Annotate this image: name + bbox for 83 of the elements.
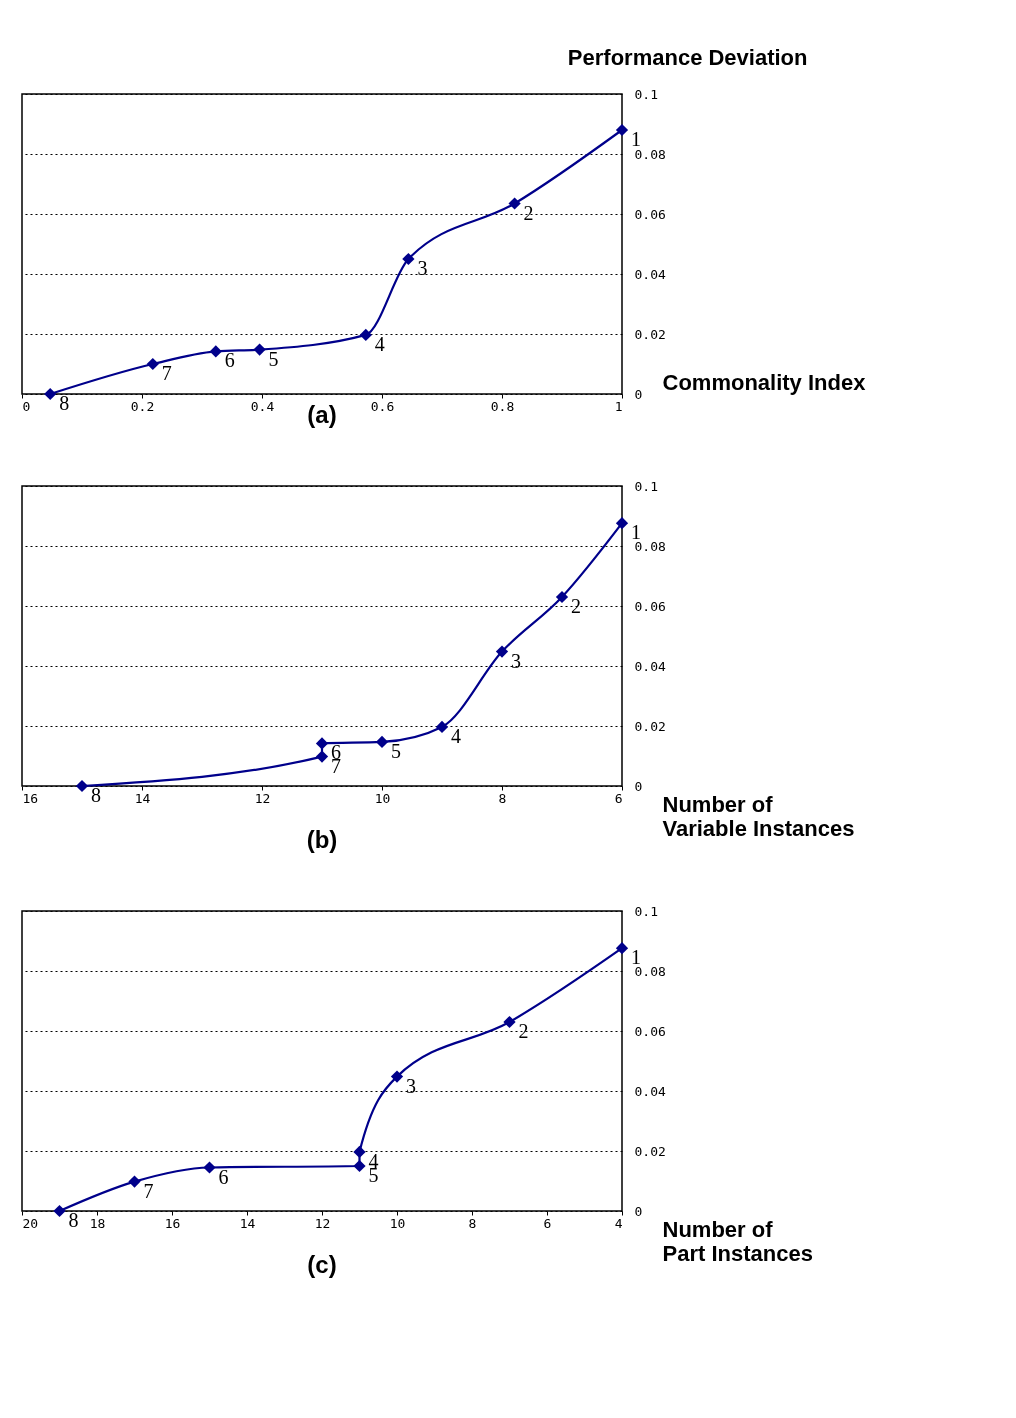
y-tick-label: 0.1 bbox=[634, 86, 658, 102]
annotation: 2 bbox=[571, 595, 581, 617]
x-tick-label: 16 bbox=[22, 790, 39, 806]
x-tick-label: 4 bbox=[614, 1215, 623, 1231]
point bbox=[390, 1070, 404, 1083]
x-tick-label: 0.2 bbox=[130, 398, 155, 414]
point bbox=[503, 1015, 516, 1029]
annotation: 6 bbox=[218, 1165, 229, 1188]
annotation: 5 bbox=[268, 347, 279, 370]
x-tick-label: 8 bbox=[468, 1215, 477, 1231]
x-tick-label: 1 bbox=[614, 398, 623, 414]
y-tick-label: 0.08 bbox=[634, 538, 666, 554]
text: (b) bbox=[306, 826, 338, 853]
point bbox=[315, 737, 329, 750]
annotation: 2 bbox=[518, 1020, 529, 1042]
y-tick-label: 0.06 bbox=[634, 206, 666, 222]
y-tick-label: 0.1 bbox=[634, 903, 658, 919]
x-tick-label: 14 bbox=[239, 1215, 256, 1231]
point bbox=[128, 1175, 141, 1188]
annotation: 7 bbox=[161, 362, 172, 384]
y-tick-label: 0.04 bbox=[634, 266, 666, 282]
x-tick-label: 12 bbox=[314, 1215, 331, 1231]
point bbox=[203, 1161, 216, 1174]
annotation: 6 bbox=[224, 349, 235, 372]
point bbox=[209, 345, 222, 358]
point bbox=[615, 517, 629, 530]
point bbox=[555, 590, 569, 604]
y-tick-label: 0.02 bbox=[634, 326, 666, 342]
y-tick-label: 0.02 bbox=[634, 718, 666, 734]
point bbox=[75, 779, 89, 793]
y-tick-label: 0.04 bbox=[634, 658, 666, 674]
x-tick-label: 14 bbox=[134, 790, 151, 806]
annotation: 3 bbox=[417, 257, 428, 279]
text: (a) bbox=[307, 401, 337, 428]
x-tick-label: 0 bbox=[22, 398, 31, 414]
x-tick-label: 18 bbox=[89, 1215, 106, 1231]
x-tick-label: 10 bbox=[389, 1215, 406, 1231]
point bbox=[615, 942, 629, 955]
annotation: 3 bbox=[406, 1074, 416, 1097]
x-tick-label: 16 bbox=[164, 1215, 181, 1231]
x-tick-label: 6 bbox=[614, 790, 623, 806]
x-axis-title: Number of Variable Instances bbox=[662, 791, 855, 841]
x-axis-title: Commonality Index bbox=[662, 369, 867, 395]
x-tick-label: 0.8 bbox=[490, 398, 515, 414]
y-tick-label: 0.1 bbox=[634, 478, 658, 494]
x-tick-label: 6 bbox=[543, 1215, 552, 1231]
x-tick-label: 20 bbox=[22, 1215, 39, 1231]
x-tick-label: 0.4 bbox=[250, 398, 275, 414]
y-axis-title: Performance Deviation bbox=[567, 44, 808, 70]
text: (c) bbox=[307, 1251, 337, 1278]
point bbox=[359, 328, 372, 342]
point bbox=[375, 735, 389, 749]
point bbox=[44, 387, 57, 401]
y-tick-label: 0.06 bbox=[634, 598, 666, 614]
point bbox=[435, 720, 449, 734]
x-tick-label: 8 bbox=[498, 790, 507, 806]
point bbox=[146, 357, 159, 371]
annotation: 4 bbox=[451, 724, 461, 747]
x-tick-label: 12 bbox=[254, 790, 271, 806]
annotation: 3 bbox=[511, 649, 521, 672]
point bbox=[353, 1145, 366, 1159]
y-tick-label: 0 bbox=[634, 1203, 643, 1219]
point bbox=[353, 1159, 366, 1173]
x-tick-label: 0.6 bbox=[370, 398, 395, 414]
annotation: 2 bbox=[523, 201, 534, 224]
y-tick-label: 0.08 bbox=[634, 963, 666, 979]
y-tick-label: 0.04 bbox=[634, 1083, 666, 1099]
point bbox=[315, 750, 329, 763]
y-tick-label: 0 bbox=[634, 386, 643, 402]
y-tick-label: 0.02 bbox=[634, 1143, 666, 1159]
x-tick-label: 10 bbox=[374, 790, 391, 806]
point bbox=[615, 123, 629, 137]
point bbox=[253, 343, 266, 356]
annotation: 5 bbox=[391, 739, 401, 762]
point bbox=[402, 252, 415, 266]
x-axis-title: Number of Part Instances bbox=[662, 1216, 813, 1266]
point bbox=[495, 645, 509, 658]
annotation: 7 bbox=[143, 1179, 154, 1202]
point bbox=[508, 197, 521, 210]
y-tick-label: 0 bbox=[634, 778, 643, 794]
point bbox=[53, 1204, 66, 1218]
y-tick-label: 0.06 bbox=[634, 1023, 666, 1039]
annotation: 4 bbox=[374, 332, 385, 355]
